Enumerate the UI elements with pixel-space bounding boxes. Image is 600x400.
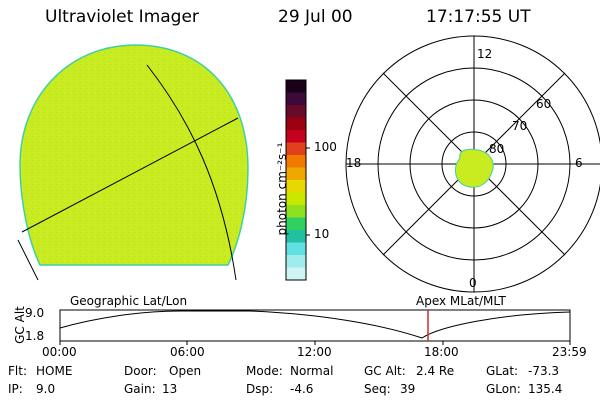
status-glon-label: GLon:	[486, 382, 521, 396]
timeline-left-title: Geographic Lat/Lon	[70, 294, 188, 308]
meridian-line	[146, 64, 237, 281]
status-ip-label: IP:	[8, 382, 23, 396]
status-mode-label: Mode:	[246, 364, 283, 378]
status-glon-value: 135.4	[528, 382, 563, 396]
status-gain-label: Gain:	[124, 382, 156, 396]
timeline-x-tick-0000: 00:00	[42, 345, 77, 359]
timeline-x-tick-2359: 23:59	[552, 345, 587, 359]
clock-label-12: 12	[477, 47, 493, 61]
colorbar-band	[286, 167, 306, 181]
timeline-y-tick-1: 1.8	[25, 329, 45, 343]
colorbar-band	[286, 242, 306, 256]
instrument-title: Ultraviolet Imager	[45, 7, 199, 27]
status-seq-label: Seq:	[364, 382, 391, 396]
status-gcalt-value: 2.4 Re	[416, 364, 455, 378]
colorbar-band	[286, 192, 306, 206]
status-flt-value: HOME	[36, 364, 73, 378]
colorbar-band	[286, 217, 306, 231]
colorbar-band	[286, 205, 306, 218]
status-dsp-label: Dsp:	[246, 382, 274, 396]
lat-label-70: 70	[512, 119, 528, 133]
colorbar-band	[286, 130, 306, 143]
clock-label-6: 6	[575, 156, 583, 170]
timeline-x-tick-1200: 12:00	[297, 345, 332, 359]
colorbar-tick-10: 10	[314, 227, 330, 241]
status-gain-value: 13	[162, 382, 178, 396]
date-label: 29 Jul 00	[278, 7, 353, 27]
clock-label-18: 18	[346, 156, 362, 170]
status-ip-value: 9.0	[36, 382, 56, 396]
colorbar-tick-100: 100	[314, 140, 337, 154]
status-mode-value: Normal	[290, 364, 334, 378]
altitude-curve	[59, 310, 571, 339]
timeline-right-title: Apex MLat/MLT	[416, 294, 506, 308]
timeline-x-tick-0600: 06:00	[170, 345, 205, 359]
colorbar-band	[286, 155, 306, 168]
limb-line	[17, 239, 39, 281]
clock-label-0: 0	[469, 276, 477, 290]
timeline-y-tick-9: 9.0	[25, 306, 45, 320]
status-door-label: Door:	[124, 364, 157, 378]
colorbar-band	[286, 230, 306, 243]
timeline-x-tick-1800: 18:00	[424, 345, 459, 359]
status-gcalt-label: GC Alt:	[364, 364, 406, 378]
time-label: 17:17:55 UT	[426, 7, 531, 27]
status-glat-value: -73.3	[528, 364, 560, 378]
colorbar-band	[286, 142, 306, 156]
colorbar-band	[286, 80, 306, 93]
lat-label-80: 80	[489, 142, 505, 156]
status-glat-label: GLat:	[486, 364, 519, 378]
lat-label-60: 60	[536, 97, 552, 111]
parallel-line	[21, 117, 239, 233]
colorbar-band	[286, 117, 306, 131]
status-seq-value: 39	[400, 382, 416, 396]
auroral-spot	[454, 148, 494, 188]
status-dsp-value: -4.6	[290, 382, 314, 396]
colorbar-band	[286, 180, 306, 193]
status-door-value: Open	[169, 364, 202, 378]
colorbar-band	[286, 267, 306, 281]
colorbar-band	[286, 92, 306, 106]
earth-disk	[19, 44, 249, 266]
colorbar-band	[286, 105, 306, 118]
colorbar-band	[286, 255, 306, 268]
status-flt-label: Flt:	[8, 364, 27, 378]
